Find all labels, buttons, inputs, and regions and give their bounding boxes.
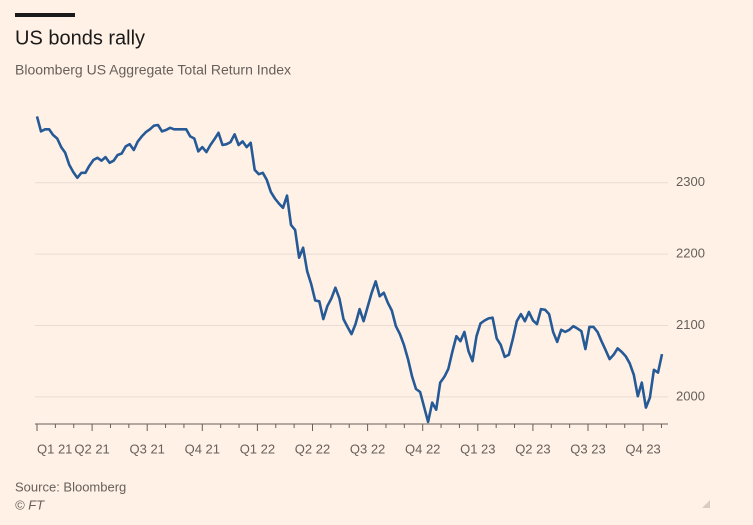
x-tick-label: Q1 22	[240, 441, 275, 456]
source: Source: Bloomberg	[15, 479, 126, 494]
y-tick-label: 2300	[676, 174, 705, 189]
x-tick-label: Q1 23	[460, 441, 495, 456]
x-tick-label: Q4 23	[625, 441, 660, 456]
chart-subtitle: Bloomberg US Aggregate Total Return Inde…	[15, 62, 291, 78]
x-tick-label: Q2 22	[295, 441, 330, 456]
x-tick-label: Q3 23	[570, 441, 605, 456]
x-tick-label: Q4 21	[185, 441, 220, 456]
y-tick-label: 2200	[676, 246, 705, 261]
x-tick-label: Q1 21	[37, 441, 72, 456]
x-tick-label: Q4 22	[405, 441, 440, 456]
x-tick-label: Q2 21	[74, 441, 109, 456]
y-tick-label: 2100	[676, 317, 705, 332]
x-tick-label: Q3 21	[129, 441, 164, 456]
x-tick-label: Q2 23	[515, 441, 550, 456]
line-series	[35, 116, 664, 424]
chart-title: US bonds rally	[15, 27, 145, 49]
resize-corner	[702, 500, 710, 508]
y-tick-label: 2000	[676, 388, 705, 403]
x-tick-label: Q3 22	[350, 441, 385, 456]
credit: © FT	[15, 497, 45, 512]
title-bar	[15, 13, 75, 17]
